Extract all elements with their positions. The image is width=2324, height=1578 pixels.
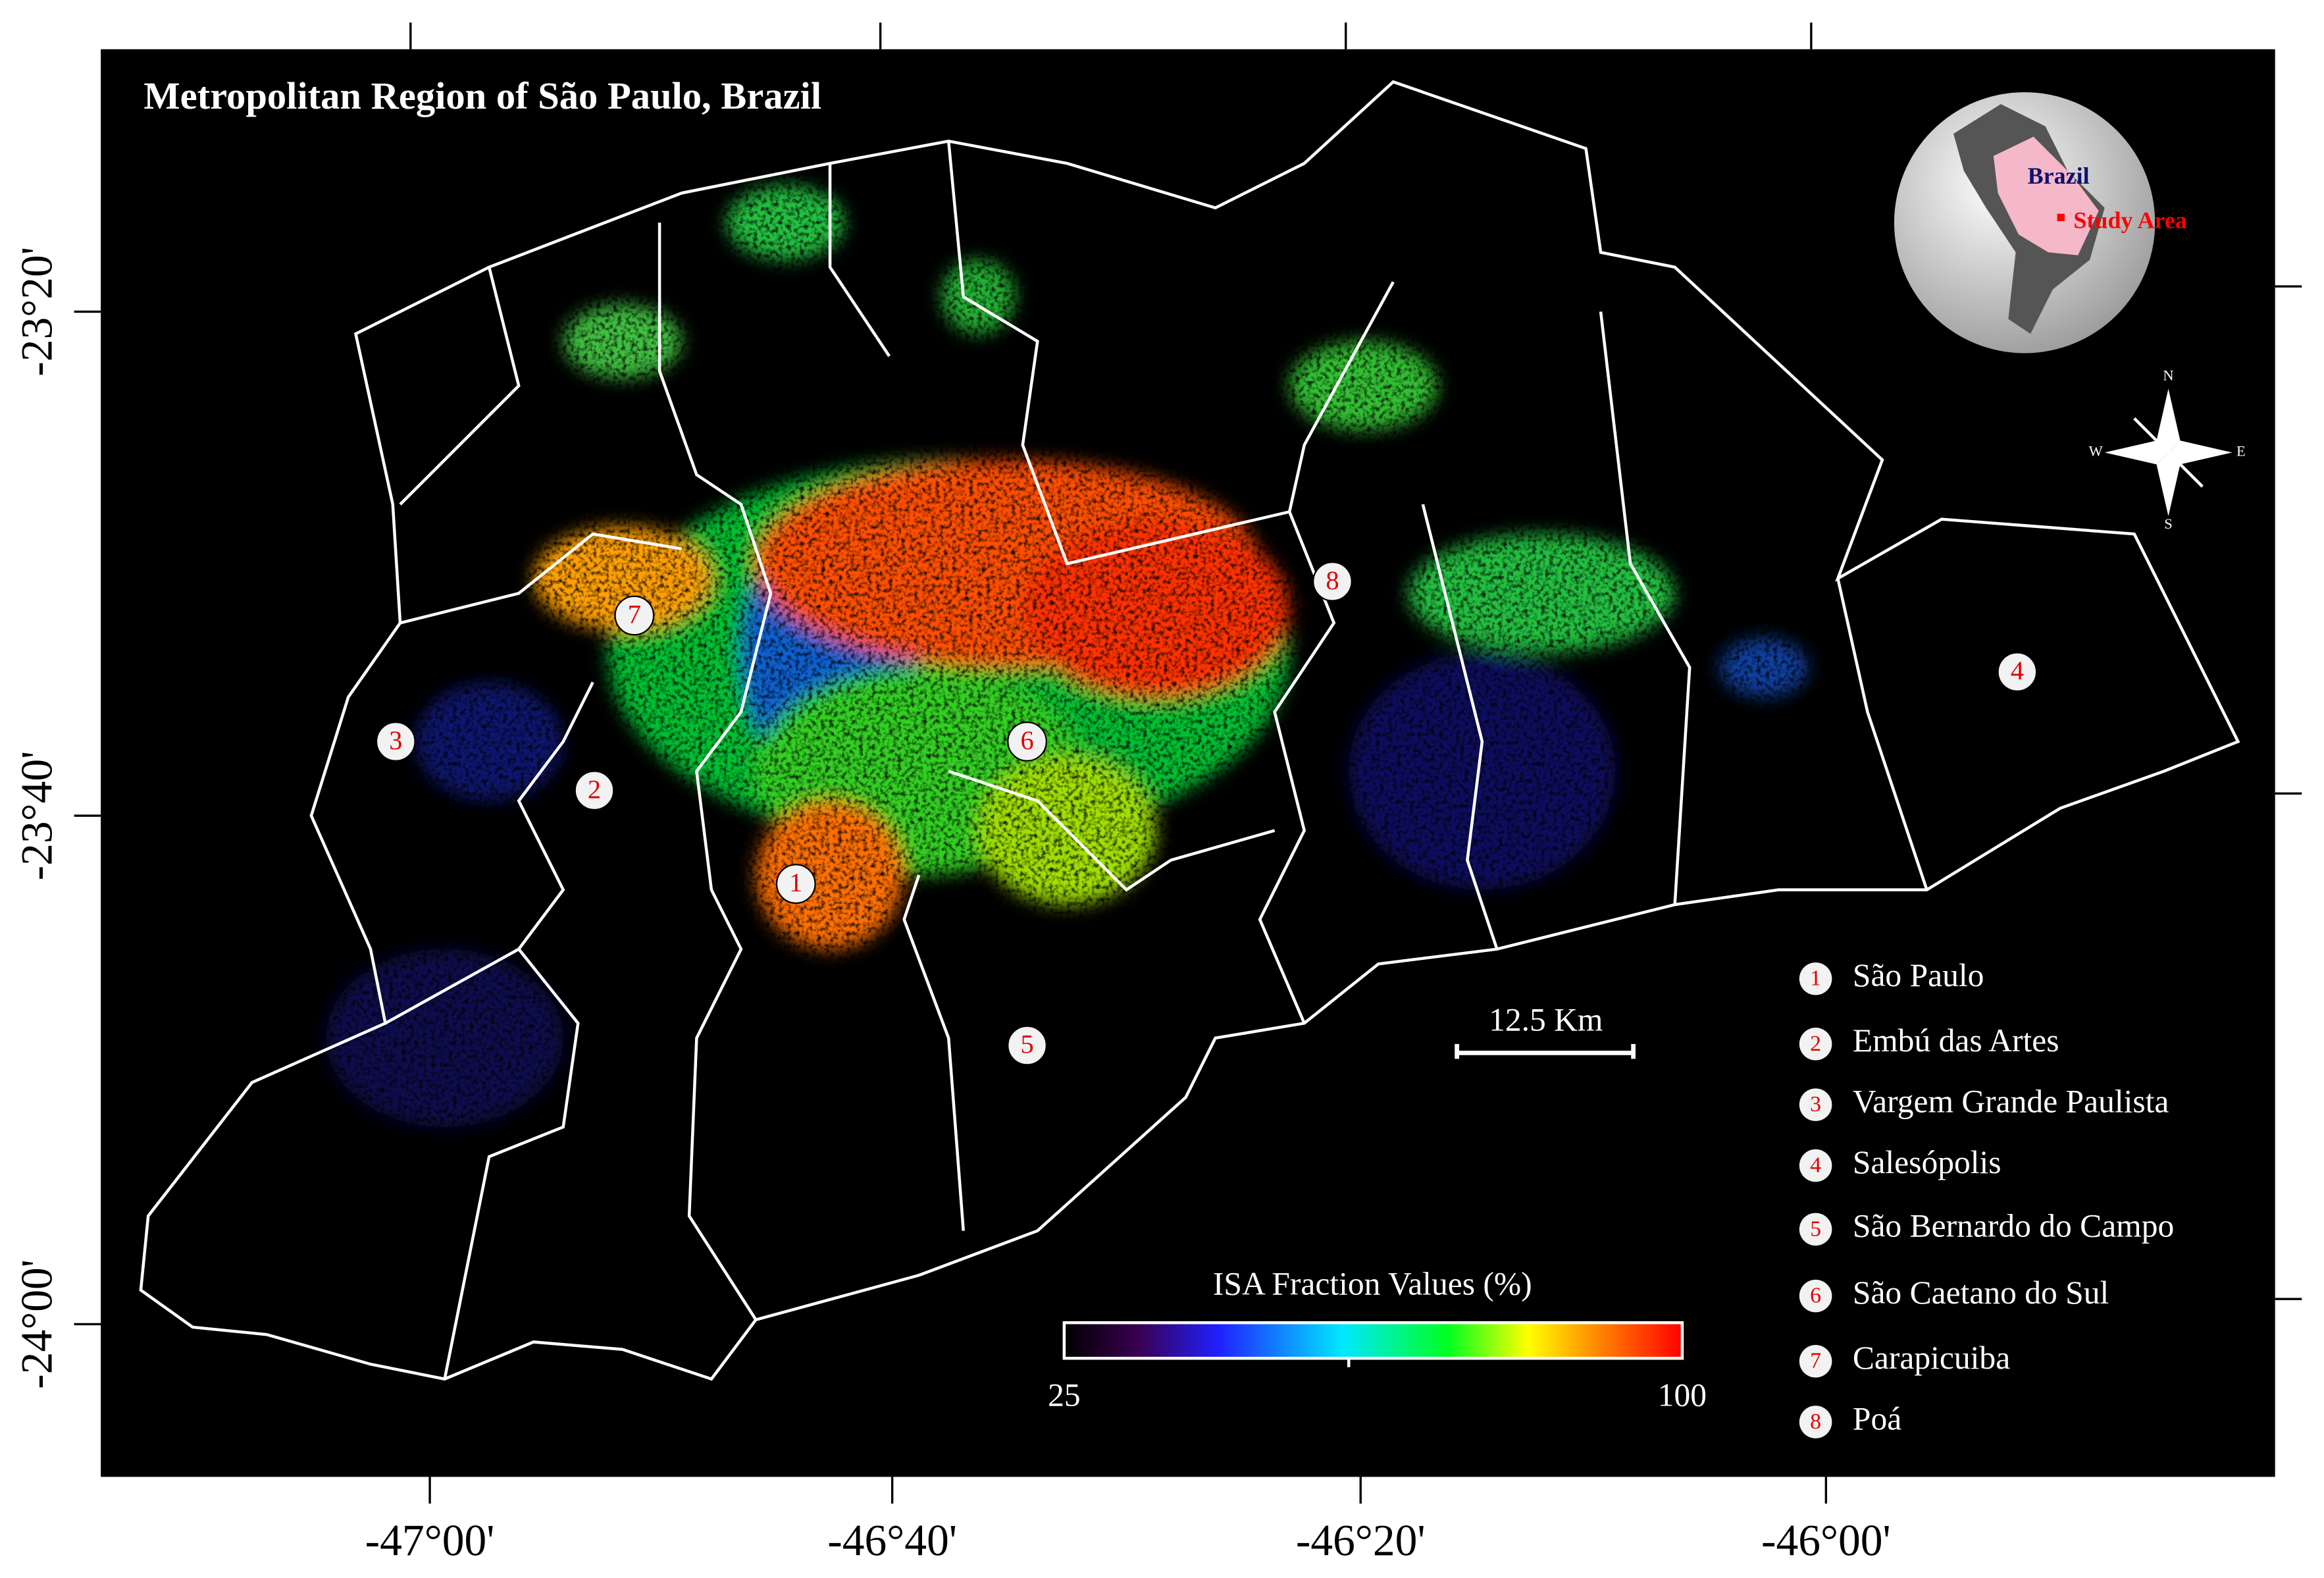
compass-arm	[2156, 452, 2181, 517]
boundary	[1421, 504, 1499, 950]
compass-arm	[2133, 417, 2204, 488]
municipality-marker	[1997, 652, 2038, 692]
longitude-label: -46°20'	[1296, 1515, 1426, 1565]
legend-number: 2	[1810, 1032, 1821, 1056]
municipality-marker	[1007, 722, 1047, 762]
compass-east: E	[2236, 442, 2246, 459]
legend-marker	[1799, 1088, 1832, 1121]
municipality-markers: 1 2 3 4 5 6 7 8	[375, 561, 2038, 1066]
boundary	[443, 948, 580, 1380]
legend-name: Carapicuiba	[1853, 1340, 2010, 1376]
boundary	[828, 163, 891, 357]
legend-name: Embú das Artes	[1853, 1022, 2059, 1059]
legend-marker	[1799, 1279, 1832, 1313]
municipality-marker-number: 4	[2011, 656, 2024, 685]
municipality-marker-number: 8	[1326, 565, 1339, 595]
boundary	[1599, 311, 1691, 905]
municipality-legend: 1 São Paulo 2 Embú das Artes 3 Vargem Grande …	[1799, 957, 2174, 1438]
latitude-label: -24°00'	[13, 1259, 62, 1389]
map-title: Metropolitan Region of São Paulo, Brazil	[143, 74, 821, 117]
compass-west: W	[2089, 442, 2104, 459]
inset-study-area-label: Study Area	[2073, 207, 2186, 234]
municipality-marker	[375, 722, 416, 762]
municipality-marker-number: 2	[588, 774, 601, 804]
compass-arm	[2156, 388, 2181, 453]
scale-bar-line	[1455, 1043, 1636, 1059]
municipal-boundaries	[139, 80, 2240, 1381]
region-outline	[139, 80, 2240, 1381]
municipality-marker	[1007, 1025, 1047, 1066]
latitude-label: -23°20'	[13, 247, 62, 377]
legend-name: Salesópolis	[1853, 1144, 2001, 1180]
latitude-label: -23°40'	[13, 751, 62, 881]
municipality-marker	[614, 595, 655, 636]
colorbar-title: ISA Fraction Values (%)	[1213, 1266, 1532, 1302]
boundary	[946, 141, 1395, 565]
longitude-label: -46°40'	[827, 1515, 957, 1565]
compass-north: N	[2163, 367, 2173, 384]
municipality-marker-number: 7	[628, 600, 641, 629]
municipality-marker-number: 1	[789, 868, 802, 897]
legend-marker	[1799, 1213, 1832, 1246]
legend-name: São Paulo	[1853, 957, 1984, 993]
municipality-marker-number: 6	[1020, 725, 1033, 755]
colorbar-ramp	[1062, 1321, 1684, 1360]
legend-marker	[1799, 1406, 1832, 1438]
study-area-marker	[2057, 213, 2065, 222]
colorbar-min: 25	[1048, 1377, 1081, 1413]
municipality-marker	[1312, 561, 1353, 602]
boundary	[948, 770, 1276, 892]
boundary	[1836, 578, 1928, 891]
legend-number: 8	[1810, 1409, 1821, 1434]
legend-number: 6	[1810, 1284, 1821, 1308]
boundary	[399, 267, 521, 506]
legend-name: Vargem Grande Paulista	[1853, 1084, 2169, 1120]
graticule-ticks: -47°00' -46°40' -46°20' -46°00' -23°20' -23°4…	[13, 22, 2302, 1565]
legend-number: 4	[1810, 1153, 1821, 1177]
boundary	[384, 681, 594, 1025]
municipality-marker-number: 3	[389, 725, 402, 755]
legend-marker	[1799, 1344, 1832, 1378]
municipality-marker-number: 5	[1020, 1030, 1033, 1059]
municipality-marker	[574, 770, 615, 811]
legend-marker	[1799, 962, 1832, 995]
compass-arm	[2168, 440, 2233, 465]
scale-bar: 12.5 Km	[1455, 1002, 1636, 1059]
legend-marker	[1799, 1149, 1832, 1182]
legend-number: 5	[1810, 1217, 1821, 1241]
longitude-label: -47°00'	[365, 1515, 495, 1565]
boundary	[902, 874, 965, 1231]
impervious-surface	[267, 134, 2238, 1350]
legend-number: 3	[1810, 1092, 1821, 1117]
colorbar: ISA Fraction Values (%) 25 100	[1048, 1266, 1707, 1413]
boundary	[658, 223, 773, 1321]
legend-marker	[1799, 1028, 1832, 1061]
legend-name: Poá	[1853, 1400, 1901, 1436]
boundary	[1258, 511, 1336, 1024]
legend-name: São Caetano do Sul	[1853, 1275, 2109, 1311]
inset-country-label: Brazil	[2028, 163, 2090, 189]
compass: N S E W	[2089, 367, 2246, 532]
compass-south: S	[2164, 515, 2173, 532]
municipality-marker	[775, 864, 816, 905]
longitude-label: -46°00'	[1761, 1515, 1891, 1565]
compass-arm	[2104, 440, 2169, 465]
legend-number: 1	[1810, 966, 1821, 991]
colorbar-max: 100	[1658, 1377, 1707, 1413]
legend-name: São Bernardo do Campo	[1853, 1208, 2174, 1244]
legend-number: 7	[1810, 1349, 1821, 1373]
brazil-shape	[1993, 136, 2099, 255]
scale-bar-label: 12.5 Km	[1489, 1002, 1603, 1038]
boundary	[400, 532, 683, 625]
globe-inset: Brazil Study Area	[1894, 92, 2187, 354]
